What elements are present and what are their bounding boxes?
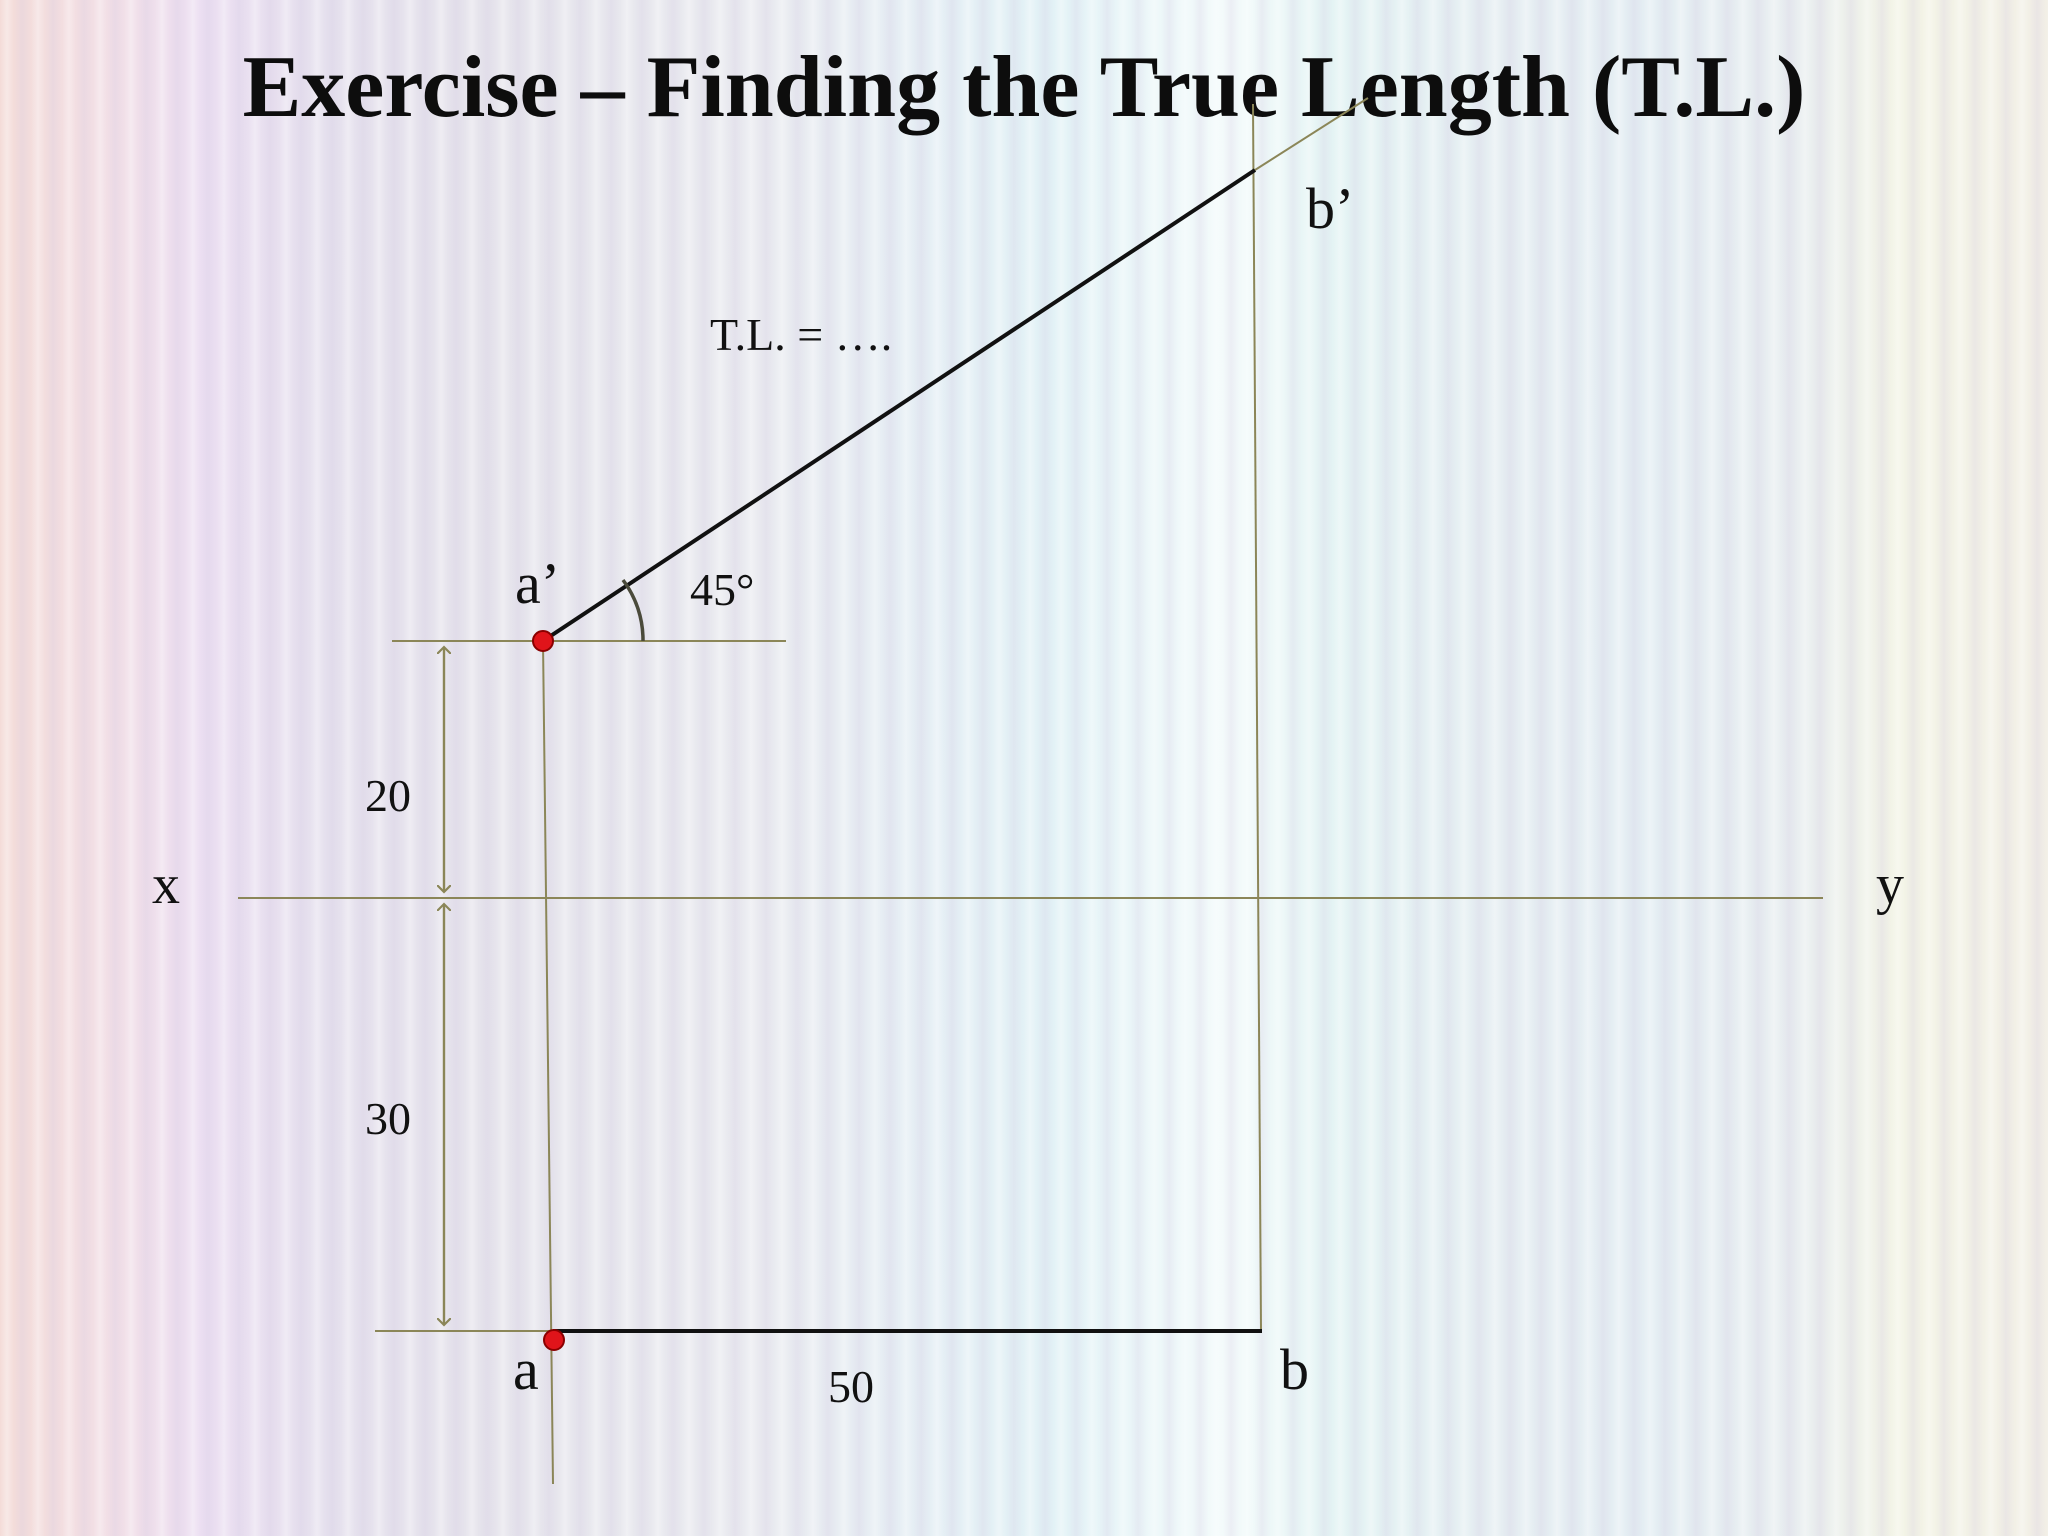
label-y: y (1876, 854, 1904, 916)
object-lines (541, 168, 1262, 1333)
label-dimension-30: 30 (365, 1093, 411, 1144)
label-b: b (1280, 1337, 1309, 1402)
label-angle: 45° (690, 564, 754, 615)
b-projector-line (1252, 103, 1262, 1332)
elevation-line-a-prime-b-prime (541, 168, 1257, 643)
label-true-length: T.L. = …. (710, 309, 892, 360)
point-a-prime-marker (532, 630, 554, 652)
label-x: x (152, 854, 180, 916)
label-dimension-20: 20 (365, 770, 411, 821)
point-markers (532, 630, 565, 1351)
a-projector-line (542, 640, 554, 1485)
angle-arc-45 (621, 578, 645, 642)
slide-title: Exercise – Finding the True Length (T.L.… (242, 39, 1806, 136)
label-a-prime: a’ (515, 551, 560, 616)
label-a: a (513, 1337, 539, 1402)
construction-lines (238, 97, 1823, 1485)
point-a-marker (543, 1329, 565, 1351)
label-dimension-50: 50 (828, 1361, 874, 1412)
b-prime-locus-line (1254, 97, 1369, 171)
label-b-prime: b’ (1306, 176, 1354, 241)
